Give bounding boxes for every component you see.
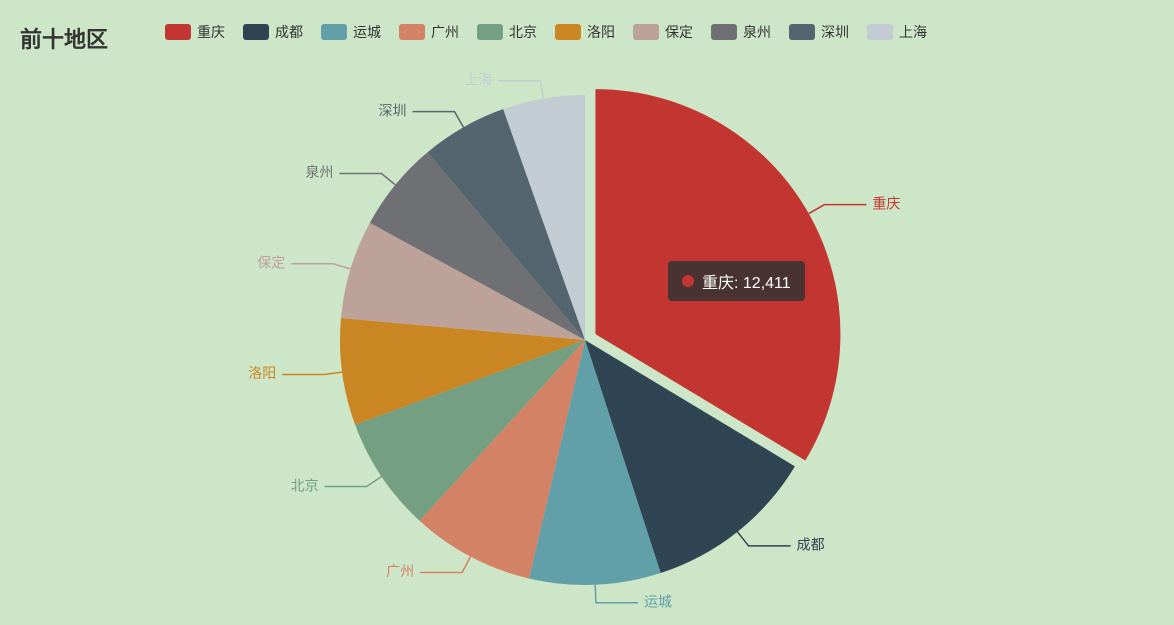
slice-label-广州: 广州 <box>386 563 414 579</box>
leader-line <box>339 173 395 184</box>
leader-line <box>595 585 638 603</box>
slice-label-重庆: 重庆 <box>872 195 900 211</box>
slice-label-泉州: 泉州 <box>305 164 333 180</box>
leader-line <box>809 205 867 214</box>
leader-line <box>325 477 382 487</box>
leader-line <box>413 112 464 128</box>
slice-label-北京: 北京 <box>291 477 319 493</box>
slice-label-上海: 上海 <box>464 72 492 88</box>
slice-label-保定: 保定 <box>257 254 285 270</box>
pie-chart[interactable]: 重庆成都运城 广州 北京 洛阳 保定 泉州 深圳 上海 <box>0 0 1174 625</box>
leader-line <box>282 372 342 374</box>
leader-line <box>737 532 790 546</box>
slice-label-深圳: 深圳 <box>379 102 407 118</box>
leader-line <box>420 557 470 573</box>
leader-line <box>498 81 543 99</box>
slice-label-运城: 运城 <box>644 593 672 609</box>
slice-label-成都: 成都 <box>797 537 825 553</box>
leader-line <box>291 264 350 269</box>
chart-canvas: 前十地区 重庆成都运城广州北京洛阳保定泉州深圳上海 重庆成都运城广州北京洛阳保定… <box>0 0 1174 625</box>
slice-label-洛阳: 洛阳 <box>248 365 276 381</box>
